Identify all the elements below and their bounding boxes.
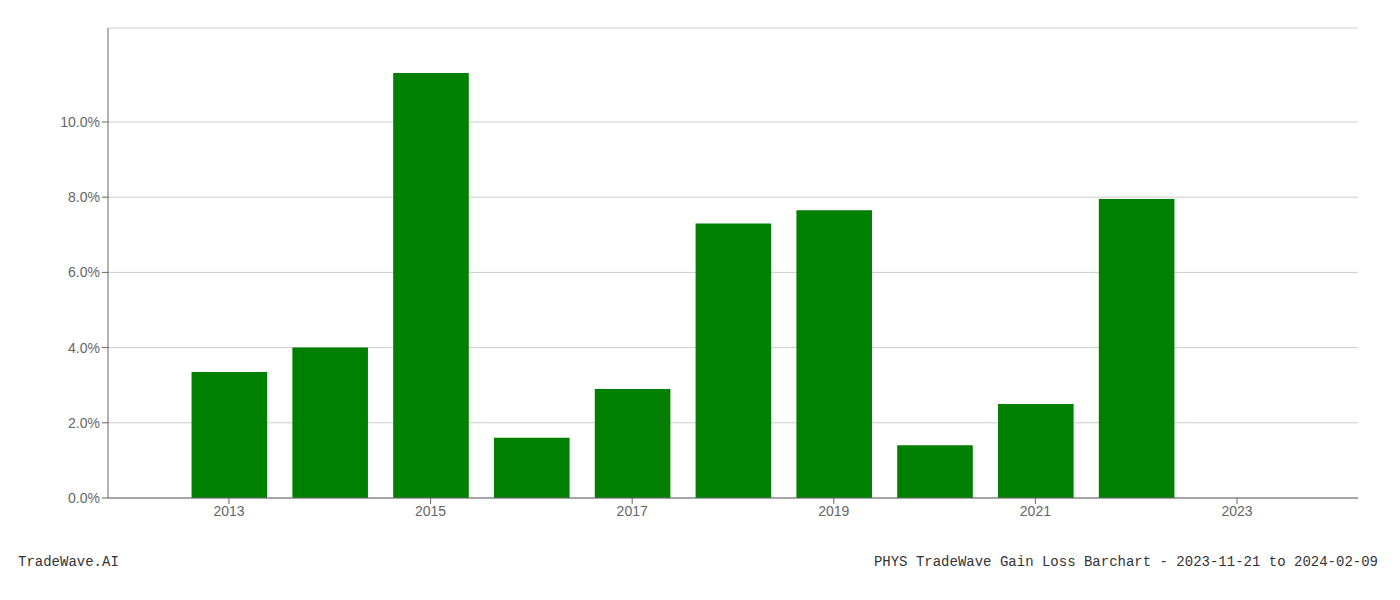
html-text:TradeWave.AI: TradeWave.AI bbox=[18, 554, 119, 570]
svg-text:6.0%: 6.0% bbox=[68, 264, 100, 280]
svg-text:2021: 2021 bbox=[1020, 503, 1051, 519]
svg-text:2.0%: 2.0% bbox=[68, 415, 100, 431]
svg-text:2015: 2015 bbox=[415, 503, 446, 519]
svg-text:2019: 2019 bbox=[818, 503, 849, 519]
svg-text:2017: 2017 bbox=[617, 503, 648, 519]
html-text:PHYS TradeWave Gain Loss Barch: PHYS TradeWave Gain Loss Barchart - 2023… bbox=[873, 554, 1378, 570]
svg-text:2013: 2013 bbox=[213, 503, 244, 519]
svg-text:2023: 2023 bbox=[1221, 503, 1252, 519]
svg-text:0.0%: 0.0% bbox=[68, 490, 100, 506]
svg-text:4.0%: 4.0% bbox=[68, 340, 100, 356]
svg-text:10.0%: 10.0% bbox=[60, 114, 100, 130]
svg-text:8.0%: 8.0% bbox=[68, 189, 100, 205]
